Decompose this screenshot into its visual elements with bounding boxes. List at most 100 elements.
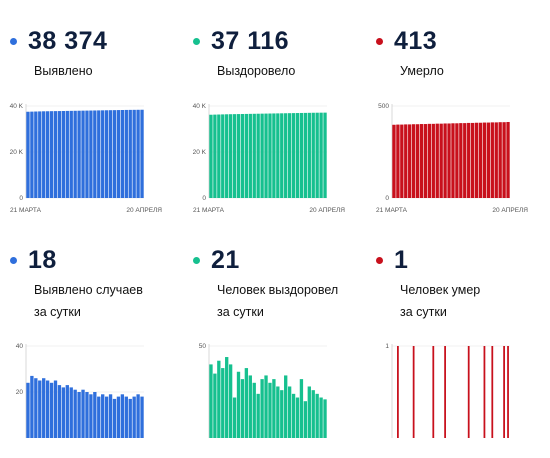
- bar: [97, 396, 101, 438]
- panel-deaths-total: 413 Умерло 500 0 21 МАРТА 20 АПРЕЛЯ: [366, 24, 536, 224]
- bar: [455, 123, 459, 198]
- bar: [42, 111, 46, 198]
- bar: [303, 401, 308, 438]
- bar: [443, 123, 447, 198]
- bar: [236, 371, 241, 438]
- bar: [85, 392, 89, 438]
- panel-detected-daily: 18 Выявлено случаев за сутки 40 20: [0, 243, 170, 438]
- bar: [228, 364, 233, 438]
- bar: [486, 122, 491, 198]
- bar: [299, 379, 304, 438]
- bar: [221, 114, 225, 198]
- bar: [244, 368, 249, 438]
- bar: [427, 123, 432, 198]
- bar: [225, 114, 229, 198]
- bar: [120, 110, 125, 198]
- bar: [319, 112, 323, 198]
- deaths-daily-chart: 1: [385, 343, 510, 438]
- bar: [116, 396, 121, 438]
- x-start-label: 21 МАРТА: [10, 207, 42, 214]
- bar: [412, 346, 415, 438]
- deaths-daily-caption: Человек умер за сутки: [400, 283, 481, 319]
- bar: [272, 379, 276, 438]
- bar: [57, 111, 62, 198]
- bar: [315, 112, 319, 198]
- y-tick-label: 20 K: [193, 149, 207, 156]
- bar: [61, 387, 66, 438]
- bar: [209, 114, 213, 198]
- bar: [319, 397, 323, 438]
- bar: [483, 346, 486, 438]
- panel-recovered-total: 37 116 Выздоровело 40 K 20 K 0 21 МАРТА 20 А…: [183, 24, 353, 224]
- bar: [311, 390, 315, 438]
- detected-daily-value: 18: [28, 245, 57, 274]
- bar: [498, 122, 502, 198]
- bar: [303, 112, 308, 198]
- panel-header: 37 116: [193, 24, 289, 58]
- bar: [435, 123, 439, 198]
- recovered-daily-value: 21: [211, 245, 240, 274]
- bar: [232, 114, 237, 198]
- bar: [280, 113, 284, 198]
- bar: [132, 109, 136, 198]
- y-tick-label: 0: [385, 195, 389, 202]
- bar: [502, 122, 506, 198]
- bar: [112, 398, 117, 438]
- bar: [69, 387, 73, 438]
- bar: [295, 113, 300, 198]
- bar: [77, 110, 81, 198]
- bar: [81, 110, 85, 198]
- bar: [404, 124, 408, 198]
- bar: [491, 346, 494, 438]
- bar: [45, 111, 50, 198]
- bar: [397, 346, 399, 438]
- bar: [53, 111, 58, 198]
- bar: [311, 112, 315, 198]
- bar: [490, 122, 494, 198]
- bar: [474, 122, 479, 198]
- bar: [104, 396, 109, 438]
- bar: [217, 360, 221, 438]
- bar: [252, 113, 256, 198]
- bar: [108, 110, 113, 198]
- x-end-label: 20 АПРЕЛЯ: [126, 207, 162, 214]
- bar: [93, 110, 97, 198]
- bar: [26, 111, 30, 198]
- bar: [276, 386, 280, 438]
- bar: [252, 382, 256, 438]
- y-tick-label: 1: [385, 343, 389, 350]
- detected-daily-caption: Выявлено случаев за сутки: [34, 283, 143, 319]
- bar: [120, 394, 125, 438]
- bar: [268, 113, 272, 198]
- bar: [221, 368, 225, 438]
- bar: [213, 373, 217, 438]
- bar: [307, 112, 311, 198]
- blue-dot-icon: [10, 37, 17, 45]
- bar: [136, 109, 140, 198]
- bar: [280, 390, 284, 438]
- bar: [323, 399, 327, 438]
- bar: [264, 375, 268, 438]
- panel-deaths-daily: 1 Человек умер за сутки 1: [366, 243, 536, 438]
- bar: [73, 110, 77, 198]
- blue-dot-icon: [10, 256, 17, 264]
- bar: [34, 378, 38, 438]
- bar: [232, 397, 237, 438]
- bar: [73, 389, 77, 438]
- panel-header: 18: [10, 243, 57, 277]
- y-tick-label: 0: [202, 195, 206, 202]
- bar: [209, 364, 213, 438]
- bar: [42, 378, 46, 438]
- bar: [451, 123, 455, 198]
- deaths-total-chart: 500 0 21 МАРТА 20 АПРЕЛЯ: [376, 103, 528, 214]
- bar: [284, 375, 288, 438]
- bar: [256, 393, 260, 438]
- bar: [101, 394, 105, 438]
- bar: [431, 123, 435, 198]
- bar: [53, 380, 58, 438]
- bar: [439, 123, 443, 198]
- bar: [463, 123, 467, 198]
- bar: [140, 109, 144, 198]
- bar: [236, 114, 241, 198]
- deaths-total-caption: Умерло: [400, 64, 444, 78]
